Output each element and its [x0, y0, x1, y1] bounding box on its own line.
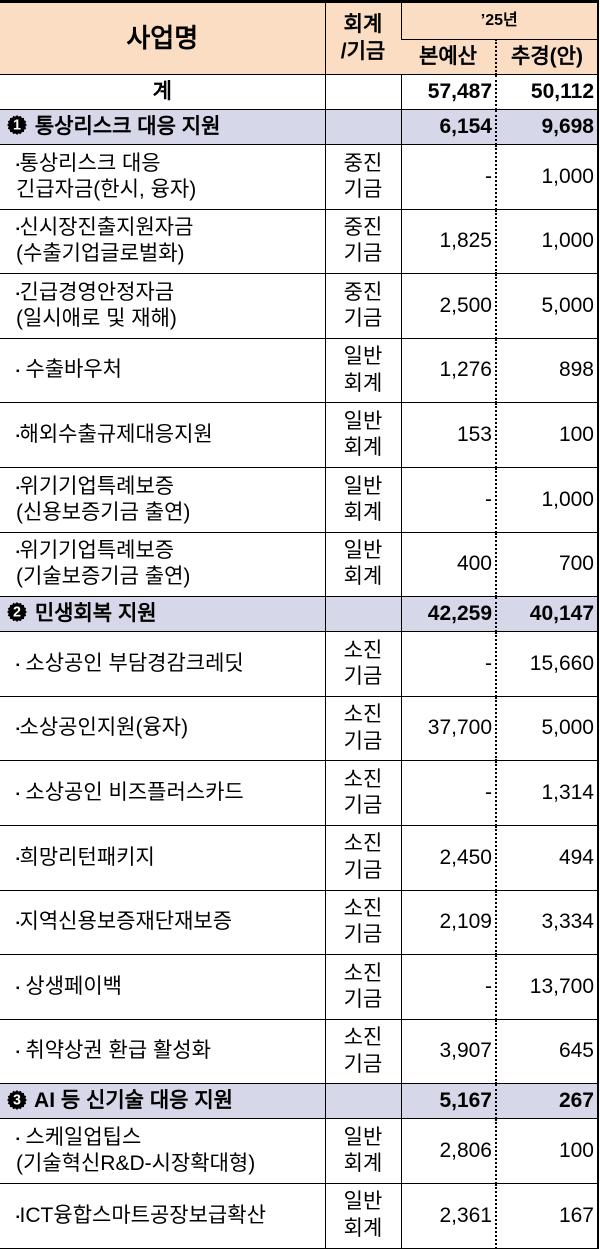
svg-text:3: 3 [13, 1092, 21, 1108]
svg-text:2: 2 [13, 605, 21, 621]
svg-text:1: 1 [13, 118, 21, 134]
